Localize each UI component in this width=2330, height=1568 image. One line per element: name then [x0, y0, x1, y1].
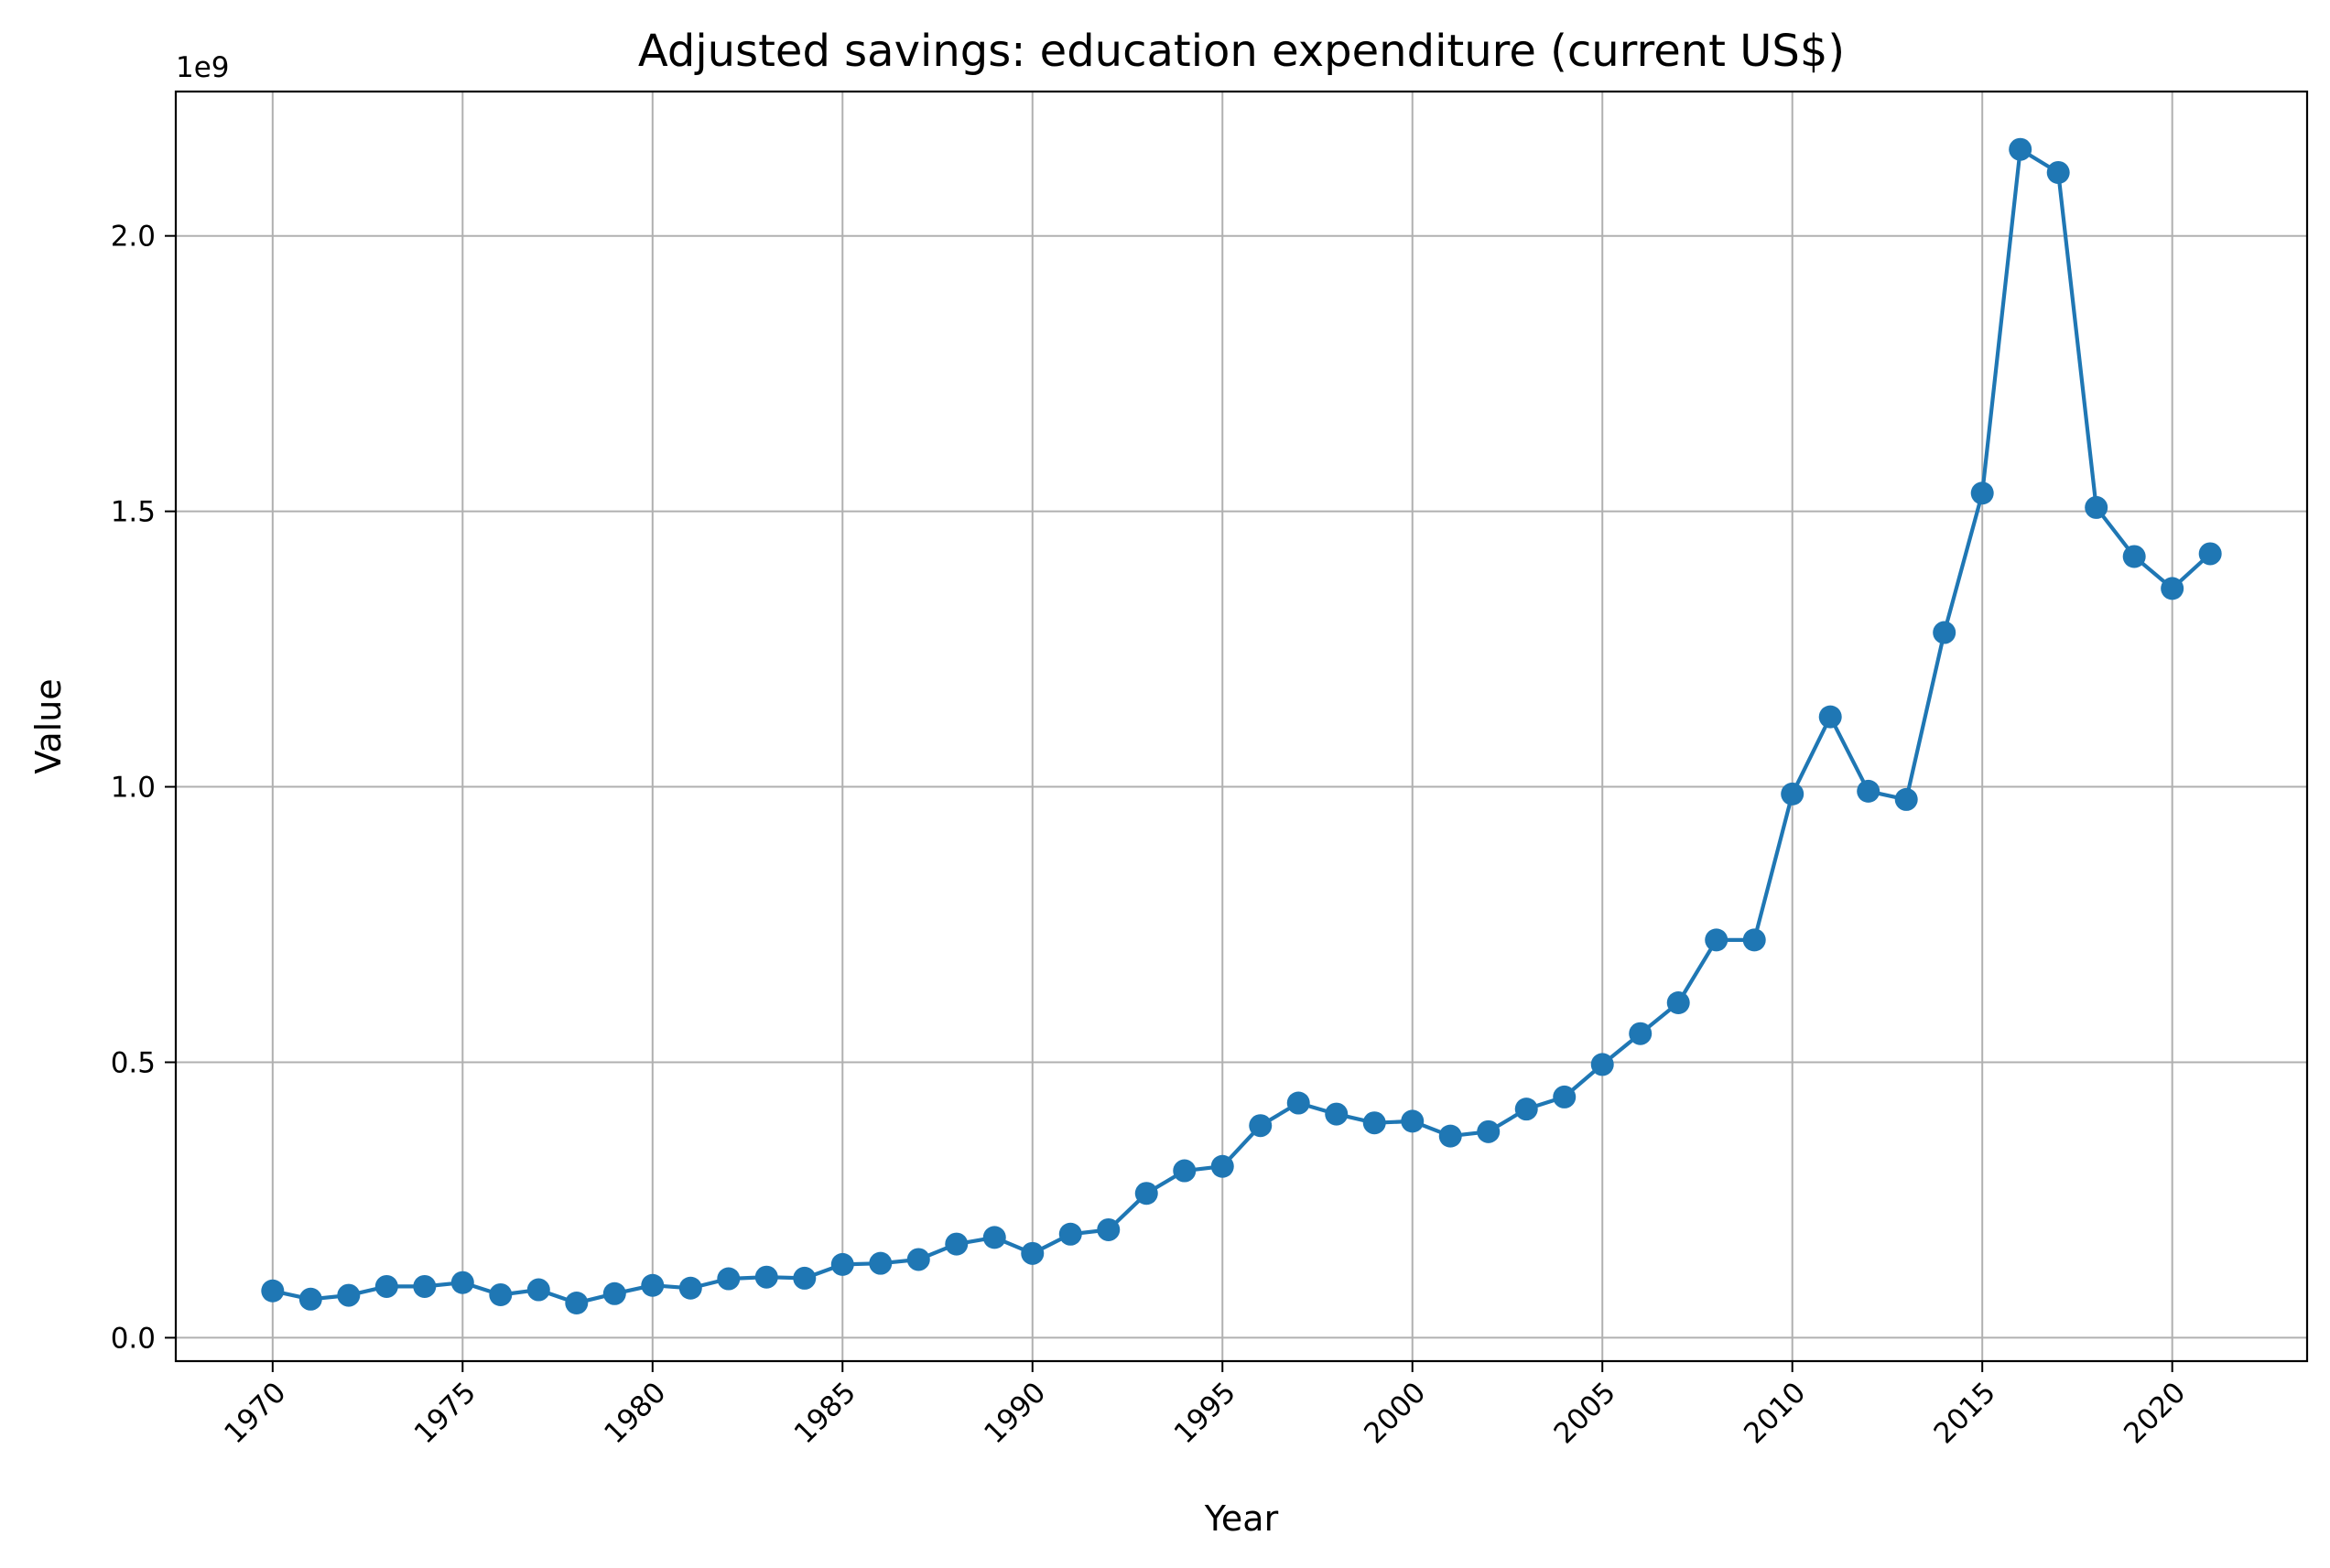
- data-point: [298, 1287, 322, 1311]
- data-point: [678, 1276, 702, 1300]
- data-point: [1553, 1085, 1577, 1108]
- data-point: [261, 1279, 285, 1303]
- x-tick-label: 1980: [598, 1376, 672, 1450]
- series: [261, 137, 2222, 1315]
- x-tick-label: 1975: [408, 1376, 482, 1450]
- data-point: [906, 1248, 930, 1271]
- data-point: [830, 1252, 854, 1276]
- x-axis-label: Year: [1204, 1498, 1279, 1539]
- data-point: [413, 1274, 437, 1298]
- data-point: [526, 1278, 550, 1302]
- data-point: [1249, 1114, 1273, 1138]
- data-point: [1401, 1109, 1425, 1133]
- data-point: [1325, 1102, 1349, 1126]
- data-point: [1894, 787, 1918, 811]
- data-point: [2198, 542, 2222, 566]
- data-point: [1590, 1053, 1614, 1076]
- data-point: [1286, 1091, 1310, 1115]
- data-point: [1173, 1159, 1197, 1183]
- data-point: [982, 1226, 1006, 1249]
- data-point: [374, 1274, 398, 1298]
- data-point: [1818, 705, 1842, 729]
- data-point: [1058, 1222, 1082, 1246]
- x-tick-label: 1995: [1168, 1376, 1242, 1450]
- y-tick-label: 1.0: [111, 772, 156, 805]
- x-tick-label: 2020: [2118, 1376, 2192, 1450]
- data-point: [489, 1282, 513, 1306]
- data-point: [337, 1283, 361, 1307]
- grid: [176, 92, 2307, 1361]
- data-point: [1134, 1182, 1158, 1206]
- x-tick-label: 1970: [218, 1376, 292, 1450]
- x-tick-label: 2005: [1548, 1376, 1622, 1450]
- data-point: [717, 1267, 741, 1291]
- data-point: [602, 1281, 626, 1305]
- chart-title: Adjusted savings: education expenditure …: [638, 26, 1845, 77]
- series-line: [272, 147, 2212, 1305]
- data-point: [869, 1251, 893, 1275]
- data-point: [2009, 137, 2032, 161]
- data-point: [1210, 1154, 1234, 1178]
- y-axis-label: Value: [28, 678, 69, 773]
- y-tick-label: 2.0: [111, 221, 156, 254]
- x-tick-label: 1990: [978, 1376, 1052, 1450]
- data-point: [2046, 160, 2070, 184]
- data-point: [1705, 928, 1729, 952]
- data-point: [450, 1271, 474, 1294]
- data-point: [1970, 481, 1994, 505]
- data-point: [1097, 1217, 1121, 1241]
- data-point: [945, 1232, 969, 1256]
- data-point: [1362, 1111, 1386, 1135]
- y-tick-label: 0.5: [111, 1046, 156, 1079]
- data-point: [1933, 621, 1956, 644]
- data-point: [1629, 1022, 1653, 1045]
- data-point: [2122, 545, 2146, 568]
- data-point: [1438, 1124, 1462, 1148]
- data-point: [1742, 928, 1766, 952]
- data-point: [1857, 779, 1880, 803]
- y-tick-label: 1.5: [111, 496, 156, 529]
- x-tick-label: 2015: [1928, 1376, 2002, 1450]
- data-point: [2085, 495, 2108, 519]
- x-tick-label: 1985: [788, 1376, 862, 1450]
- x-tick-label: 2000: [1358, 1376, 1432, 1450]
- data-point: [1021, 1241, 1045, 1265]
- data-point: [565, 1292, 589, 1315]
- data-point: [1514, 1098, 1538, 1121]
- data-point: [641, 1273, 665, 1297]
- data-point: [1781, 782, 1804, 806]
- data-point: [1666, 990, 1690, 1014]
- ticks: 1970 1975 1980 1985 1990 1995 2000 2005 2010 2015…: [111, 221, 2193, 1451]
- data-point: [793, 1266, 817, 1290]
- plot-frame: [174, 90, 2309, 1363]
- data-point: [2161, 577, 2184, 600]
- x-tick-label: 2010: [1738, 1376, 1812, 1450]
- y-axis-offset-label: 1e9: [176, 51, 230, 84]
- data-point: [1477, 1119, 1501, 1143]
- data-point: [754, 1265, 778, 1289]
- y-tick-label: 0.0: [111, 1322, 156, 1355]
